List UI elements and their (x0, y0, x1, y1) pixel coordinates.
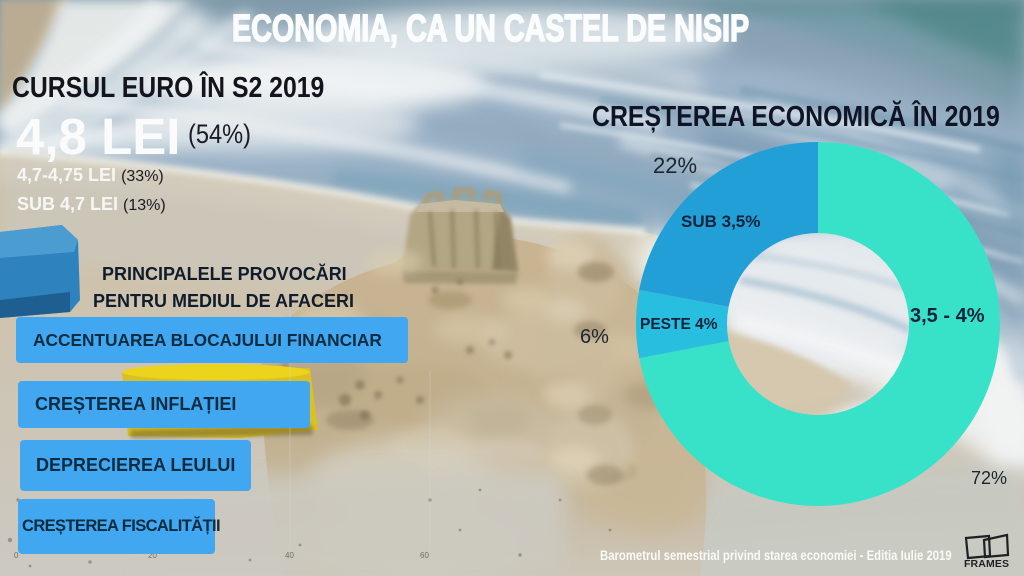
svg-text:60: 60 (420, 551, 429, 560)
svg-text:40: 40 (285, 551, 294, 560)
svg-text:FRAMES: FRAMES (964, 558, 1009, 570)
svg-text:0: 0 (14, 551, 19, 560)
svg-text:20: 20 (148, 551, 157, 560)
